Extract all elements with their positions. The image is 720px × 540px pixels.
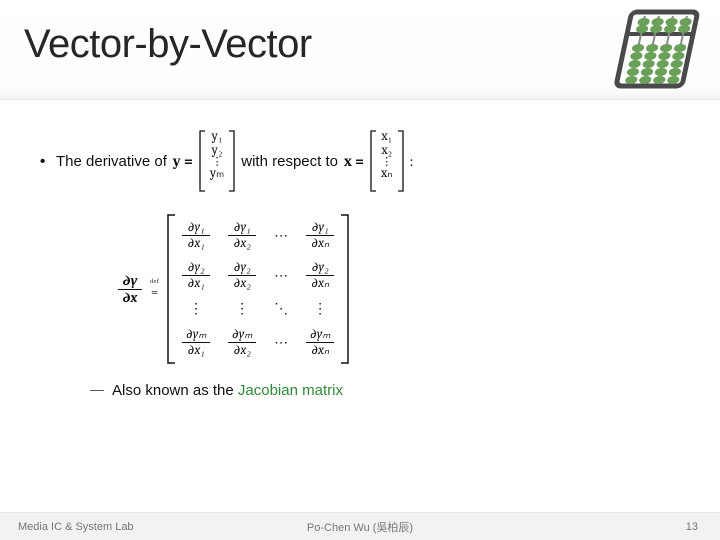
jacobian-equation: ∂y ∂x def = ∂y₁∂x₁ ∂y₁∂x₂ ⋯ ∂y₁∂xₙ ∂y₂∂x…	[118, 214, 700, 364]
left-bracket-icon	[370, 130, 377, 192]
jacobian-matrix: ∂y₁∂x₁ ∂y₁∂x₂ ⋯ ∂y₁∂xₙ ∂y₂∂x₁ ∂y₂∂x₂ ⋯ ∂…	[167, 214, 349, 364]
x-vector: x₁ x₂ ⋮ xₙ	[370, 130, 403, 192]
footer-center: Po-Chen Wu (吳柏辰)	[307, 519, 413, 535]
matrix-cell: ∂y₁∂x₂	[228, 221, 256, 250]
sentence-part2: with respect to	[241, 153, 338, 170]
matrix-cell: ∂yₘ∂x₂	[228, 328, 256, 357]
cdots-icon: ⋯	[274, 334, 288, 351]
matrix-cell: ∂y₁∂x₁	[182, 221, 210, 250]
y-symbol: y =	[173, 152, 193, 170]
slide-footer: Media IC & System Lab Po-Chen Wu (吳柏辰) 1…	[0, 512, 720, 540]
lhs-fraction: ∂y ∂x	[118, 274, 142, 305]
abacus-icon	[611, 6, 706, 99]
bullet-icon: •	[40, 153, 50, 170]
sentence-part1: The derivative of	[56, 153, 167, 170]
subnote-green: Jacobian matrix	[238, 382, 343, 399]
x-symbol: x =	[344, 152, 364, 170]
subnote-prefix: Also known as the	[112, 382, 238, 399]
lhs-den: ∂x	[123, 291, 138, 305]
title-bar: Vector-by-Vector	[0, 0, 720, 100]
matrix-cell: ∂y₂∂x₂	[228, 261, 256, 290]
right-bracket-icon	[228, 130, 235, 192]
matrix-cell: ∂yₘ∂x₁	[182, 328, 210, 357]
matrix-cell: ∂y₁∂xₙ	[306, 221, 334, 250]
x-entry: xₙ	[381, 167, 392, 181]
x-entry: x₁	[381, 130, 392, 144]
right-bracket-icon	[397, 130, 404, 192]
cdots-icon: ⋯	[274, 267, 288, 284]
derivative-sentence: • The derivative of y = y₁ y₂ ⋮ yₘ with …	[40, 130, 700, 192]
content-area: • The derivative of y = y₁ y₂ ⋮ yₘ with …	[40, 130, 700, 399]
vdots-icon: ⋮	[228, 305, 256, 313]
slide-title: Vector-by-Vector	[24, 22, 312, 67]
subnote-line: Also known as the Jacobian matrix	[90, 382, 700, 399]
right-bracket-icon	[340, 214, 349, 364]
sentence-colon: :	[410, 152, 414, 170]
y-entry: y₁	[212, 130, 223, 144]
cdots-icon: ⋯	[274, 227, 288, 244]
matrix-cell: ∂y₂∂x₁	[182, 261, 210, 290]
equals-icon: =	[151, 286, 158, 299]
left-bracket-icon	[167, 214, 176, 364]
matrix-cell: ∂yₘ∂xₙ	[306, 328, 334, 357]
left-bracket-icon	[199, 130, 206, 192]
y-vector: y₁ y₂ ⋮ yₘ	[199, 130, 235, 192]
lhs-num: ∂y	[123, 274, 138, 288]
page-number: 13	[686, 521, 698, 533]
vdots-icon: ⋮	[306, 305, 334, 313]
def-equals: def =	[150, 279, 159, 299]
ddots-icon: ⋱	[274, 300, 288, 317]
vdots-icon: ⋮	[182, 305, 210, 313]
dash-icon	[90, 390, 104, 391]
y-entry: yₘ	[210, 167, 224, 181]
matrix-cell: ∂y₂∂xₙ	[306, 261, 334, 290]
footer-left: Media IC & System Lab	[18, 521, 134, 533]
